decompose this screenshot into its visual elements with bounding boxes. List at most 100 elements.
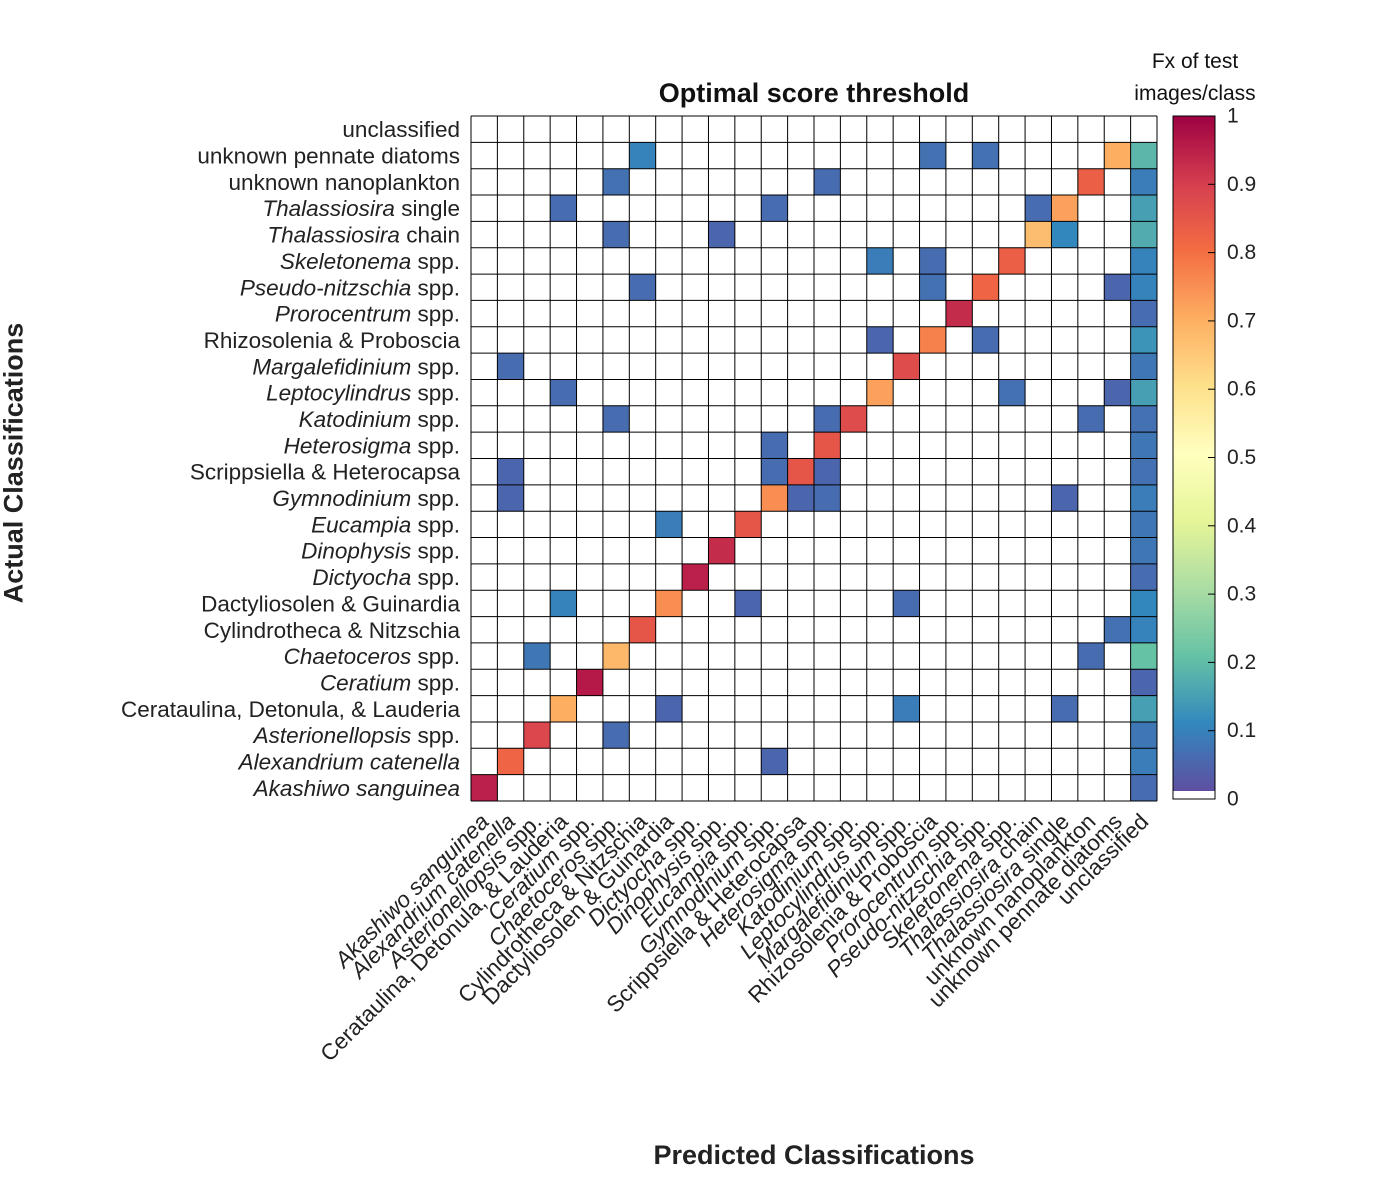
- class-label-part: spp.: [411, 538, 460, 563]
- heatmap-cell: [972, 326, 999, 354]
- class-label-part: Thalassiosira: [262, 196, 395, 221]
- heatmap-cell: [682, 563, 709, 591]
- heatmap-cell: [1130, 274, 1157, 301]
- y-tick-label: Leptocylindrus spp.: [266, 380, 460, 405]
- class-label-part: spp.: [411, 275, 460, 300]
- heatmap-cell: [655, 590, 683, 617]
- heatmap-cell: [550, 379, 577, 406]
- heatmap-cell: [629, 616, 656, 643]
- class-label-part: Margalefidinium: [252, 354, 411, 379]
- heatmap-cell: [734, 511, 762, 538]
- class-label-part: spp.: [411, 486, 460, 511]
- heatmap-cell: [919, 142, 946, 169]
- colorbar-zero-band: [1173, 791, 1215, 799]
- class-label-part: Leptocylindrus: [266, 380, 411, 405]
- y-tick-label: Thalassiosira single: [262, 196, 460, 221]
- class-label-part: unknown pennate diatoms: [197, 143, 460, 168]
- class-label-part: single: [395, 196, 460, 221]
- y-tick-label: Margalefidinium spp.: [252, 354, 460, 379]
- heatmap-cell: [1104, 379, 1131, 406]
- heatmap-cell: [1130, 221, 1157, 248]
- heatmap-cell: [497, 353, 524, 380]
- colorbar-tick-label: 0.1: [1227, 719, 1256, 742]
- heatmap-cell: [1130, 616, 1157, 643]
- colorbar-tick-label: 0: [1227, 788, 1239, 811]
- colorbar-tick-label: 0.9: [1227, 173, 1256, 196]
- matrix-cells: [471, 142, 1157, 801]
- y-tick-label: Dinophysis spp.: [301, 538, 460, 563]
- heatmap-cell: [761, 484, 788, 512]
- heatmap-cell: [497, 748, 524, 775]
- class-label-part: Rhizosolenia & Proboscia: [204, 327, 461, 352]
- heatmap-cell: [761, 432, 788, 459]
- y-tick-label: unknown pennate diatoms: [197, 143, 460, 168]
- y-tick-label: Dictyocha spp.: [312, 565, 460, 590]
- class-label-part: unclassified: [342, 117, 460, 142]
- class-label-part: Cylindrotheca & Nitzschia: [204, 617, 461, 642]
- heatmap-cell: [1130, 458, 1157, 485]
- class-label-part: Thalassiosira: [267, 222, 400, 247]
- heatmap-cell: [734, 590, 762, 617]
- heatmap-cell: [1051, 484, 1078, 512]
- heatmap-cell: [1077, 168, 1105, 196]
- class-label-part: Scrippsiella & Heterocapsa: [190, 459, 461, 484]
- colorbar: 0 0.1 0.2 0.3 0.4 0.5 0.6 0.7 0.8 0.9 1: [1172, 105, 1257, 811]
- matrix-grid: [470, 115, 1158, 802]
- class-label-part: Akashiwo sanguinea: [252, 775, 460, 800]
- colorbar-tick-label: 0.8: [1227, 241, 1256, 264]
- y-tick-label: Dactyliosolen & Guinardia: [201, 591, 460, 616]
- y-tick-label: Akashiwo sanguinea: [252, 775, 460, 800]
- x-axis-label: Predicted Classifications: [653, 1140, 975, 1170]
- class-label-part: Dactyliosolen & Guinardia: [201, 591, 460, 616]
- heatmap-cell: [919, 247, 946, 275]
- heatmap-cell: [1130, 721, 1157, 749]
- heatmap-cell: [1130, 669, 1157, 696]
- heatmap-cell: [602, 221, 630, 248]
- heatmap-cell: [919, 274, 946, 301]
- heatmap-cell: [893, 353, 920, 380]
- class-label-part: spp.: [411, 670, 460, 695]
- heatmap-cell: [893, 590, 920, 617]
- heatmap-cell: [1051, 195, 1078, 222]
- heatmap-cell: [866, 247, 894, 275]
- chart-title: Optimal score threshold: [658, 78, 970, 108]
- class-label-part: spp.: [411, 433, 460, 458]
- heatmap-cell: [1077, 642, 1105, 670]
- heatmap-cell: [1051, 221, 1078, 248]
- y-tick-label: Scrippsiella & Heterocapsa: [190, 459, 461, 484]
- class-label-part: Chaetoceros: [284, 644, 412, 669]
- heatmap-cell: [814, 168, 841, 196]
- heatmap-cell: [471, 774, 498, 801]
- heatmap-cell: [550, 695, 577, 722]
- colorbar-title-line2: images/class: [1134, 82, 1256, 105]
- y-tick-label: Katodinium spp.: [299, 406, 460, 431]
- y-tick-label: Prorocentrum spp.: [275, 301, 460, 326]
- heatmap-cell: [1130, 168, 1157, 196]
- heatmap-cell: [1130, 432, 1157, 459]
- colorbar-tick-label: 0.2: [1227, 651, 1256, 674]
- heatmap-cell: [523, 642, 551, 670]
- heatmap-cell: [972, 274, 999, 301]
- heatmap-cell: [1025, 221, 1052, 248]
- heatmap-cell: [655, 695, 683, 722]
- heatmap-cell: [1130, 511, 1157, 538]
- class-label-part: spp.: [411, 354, 460, 379]
- class-label-part: Dinophysis: [301, 538, 411, 563]
- y-tick-label: Alexandrium catenella: [237, 749, 460, 774]
- class-label-part: spp.: [411, 301, 460, 326]
- class-label-part: spp.: [411, 512, 460, 537]
- heatmap-cell: [1130, 353, 1157, 380]
- heatmap-cell: [814, 405, 841, 433]
- y-tick-label: Asterionellopsis spp.: [252, 723, 460, 748]
- y-tick-label: Cylindrotheca & Nitzschia: [204, 617, 461, 642]
- class-label-part: Skeletonema: [280, 248, 411, 273]
- class-label-part: spp.: [411, 380, 460, 405]
- heatmap-cell: [1130, 748, 1157, 775]
- colorbar-title: Fx of test images/class: [1110, 46, 1280, 110]
- heatmap-cell: [550, 195, 577, 222]
- heatmap-cell: [550, 590, 577, 617]
- y-tick-label: unknown nanoplankton: [229, 169, 460, 194]
- class-label-part: spp.: [411, 565, 460, 590]
